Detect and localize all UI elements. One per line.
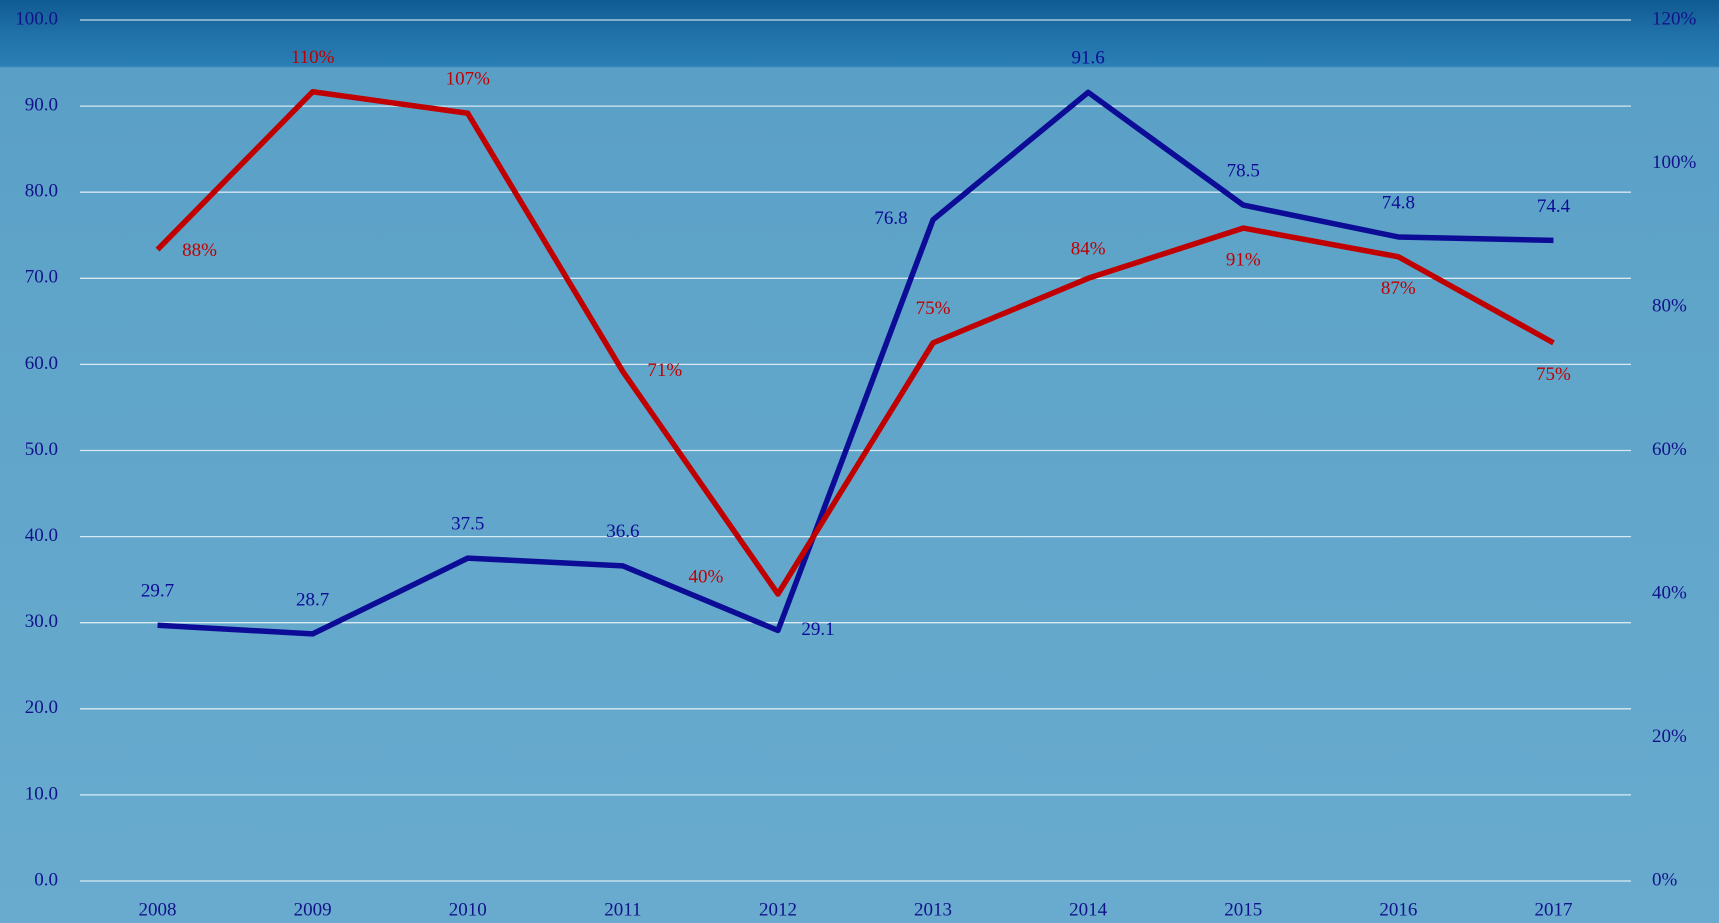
data-label: 74.4 <box>1537 196 1571 217</box>
y-tick-label: 20.0 <box>25 697 58 718</box>
x-tick-label: 2016 <box>1379 899 1417 920</box>
y-tick-label: 60.0 <box>25 353 58 374</box>
data-label: 40% <box>689 566 724 587</box>
y2-tick-label: 0% <box>1652 869 1678 890</box>
y2-tick-label: 20% <box>1652 726 1687 747</box>
data-label: 91% <box>1226 249 1261 270</box>
series-line <box>155 89 1555 597</box>
y-tick-label: 30.0 <box>25 611 58 632</box>
x-tick-label: 2011 <box>604 899 641 920</box>
data-label: 36.6 <box>606 521 639 542</box>
x-tick-label: 2017 <box>1534 899 1572 920</box>
data-label: 91.6 <box>1072 48 1105 69</box>
x-tick-label: 2009 <box>294 899 332 920</box>
data-label: 75% <box>1536 364 1571 385</box>
y-tick-label: 100.0 <box>15 8 58 29</box>
y2-tick-label: 120% <box>1652 8 1697 29</box>
data-label: 88% <box>182 240 217 261</box>
data-label: 110% <box>291 47 335 68</box>
y-tick-label: 10.0 <box>25 783 58 804</box>
data-label: 84% <box>1071 239 1106 260</box>
series-line <box>157 89 1554 637</box>
x-tick-label: 2010 <box>449 899 487 920</box>
data-label: 74.8 <box>1382 192 1415 213</box>
y2-tick-label: 80% <box>1652 295 1687 316</box>
data-label: 28.7 <box>296 589 329 610</box>
x-tick-label: 2014 <box>1069 899 1108 920</box>
x-tick-label: 2012 <box>759 899 797 920</box>
x-tick-label: 2013 <box>914 899 952 920</box>
y2-tick-label: 60% <box>1652 439 1687 460</box>
data-label: 78.5 <box>1227 160 1260 181</box>
data-label: 37.5 <box>451 513 484 534</box>
data-label: 87% <box>1381 278 1416 299</box>
x-tick-label: 2008 <box>139 899 177 920</box>
data-label: 75% <box>916 298 951 319</box>
y-tick-label: 40.0 <box>25 525 58 546</box>
data-label: 71% <box>647 360 682 381</box>
y2-tick-label: 100% <box>1652 152 1697 173</box>
data-label: 76.8 <box>874 208 907 229</box>
y-tick-label: 90.0 <box>25 94 58 115</box>
data-label: 107% <box>446 69 491 90</box>
y-tick-label: 80.0 <box>25 181 58 202</box>
data-label: 29.1 <box>801 619 834 640</box>
y-tick-label: 50.0 <box>25 439 58 460</box>
y-tick-label: 0.0 <box>34 869 58 890</box>
x-tick-label: 2015 <box>1224 899 1262 920</box>
data-label: 29.7 <box>141 581 174 602</box>
y2-tick-label: 40% <box>1652 582 1687 603</box>
y-tick-label: 70.0 <box>25 267 58 288</box>
